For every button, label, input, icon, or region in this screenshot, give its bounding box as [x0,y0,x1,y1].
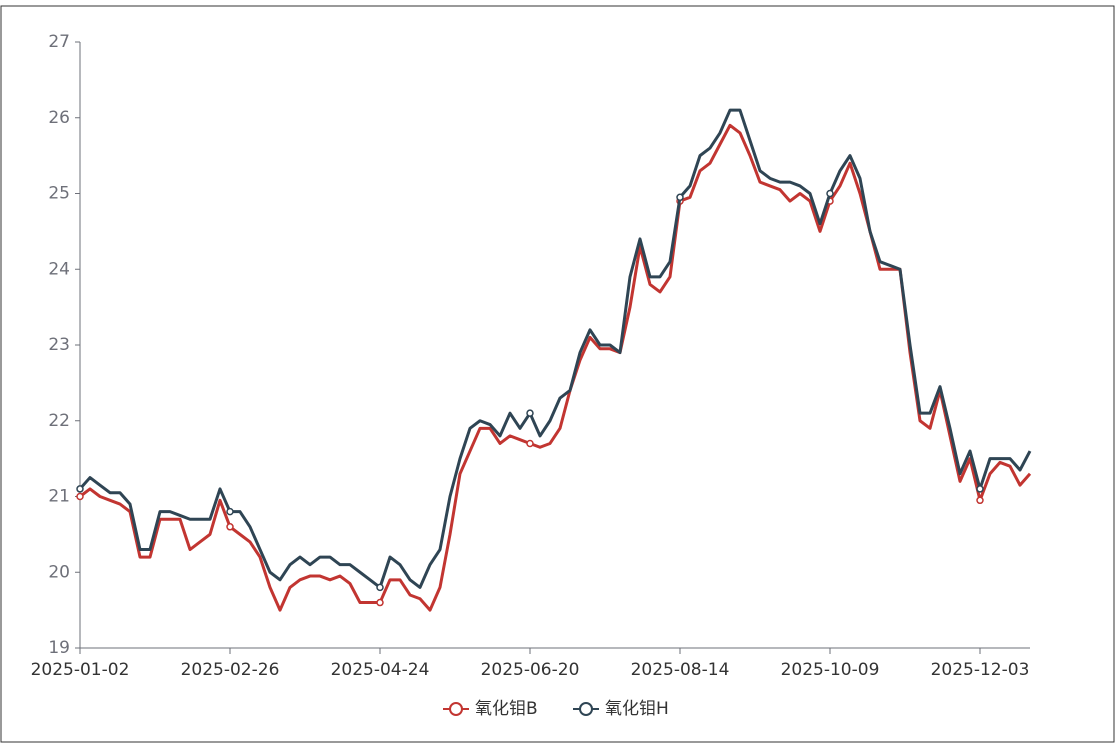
y-tick-label: 25 [48,184,70,204]
y-tick-label: 24 [48,259,70,279]
x-tick-label: 2025-02-26 [181,660,280,680]
y-tick-label: 20 [48,562,70,582]
point [76,492,84,501]
x-tick-label: 2025-10-09 [781,660,880,680]
series-line [78,108,1032,589]
x-tick-label: 2025-04-24 [331,660,430,680]
point [226,507,234,516]
point [826,189,834,198]
x-tick-label: 2025-01-02 [31,660,130,680]
y-tick-label: 21 [48,487,70,507]
y-tick-label: 23 [48,335,70,355]
point [226,523,234,531]
point [376,598,384,607]
legend-marker [449,702,463,716]
frame [0,5,1115,743]
point [976,485,984,493]
point [976,496,984,505]
point [76,485,84,493]
x-tick-label: 2025-12-03 [931,660,1030,680]
legend-marker [579,702,593,716]
legend-label: 氧化钼H [605,699,669,719]
y-tick-label: 27 [48,32,70,52]
point [676,193,684,202]
x-tick-label: 2025-06-20 [481,660,580,680]
legend-label: 氧化钼B [475,699,538,719]
series-line [79,123,1032,612]
y-tick-label: 26 [48,108,70,128]
point [376,583,384,592]
point [526,439,534,448]
y-tick-label: 22 [48,411,70,431]
x-tick-label: 2025-08-14 [631,660,730,680]
y-tick-label: 19 [48,638,70,658]
point [526,409,534,417]
